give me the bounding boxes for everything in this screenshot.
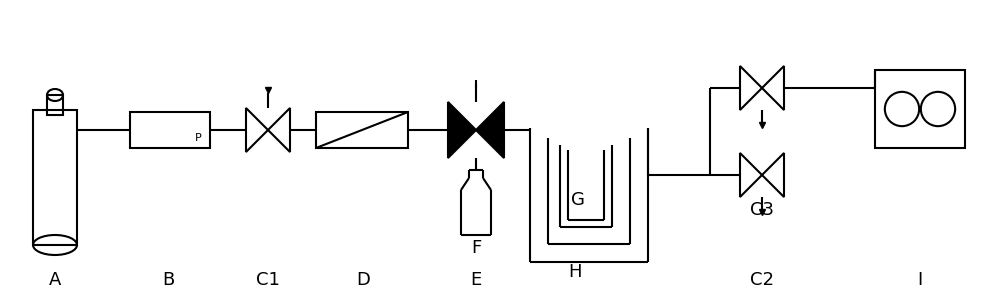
Text: H: H <box>568 263 582 281</box>
Text: I: I <box>917 271 923 289</box>
Bar <box>130 112 210 148</box>
Bar <box>875 70 965 148</box>
Text: C2: C2 <box>750 271 774 289</box>
Text: F: F <box>471 239 481 257</box>
Bar <box>316 112 408 148</box>
Text: C1: C1 <box>256 271 280 289</box>
Text: P: P <box>195 133 201 143</box>
Bar <box>47 95 63 115</box>
Bar <box>33 110 77 245</box>
Text: G: G <box>571 191 585 209</box>
Text: B: B <box>162 271 174 289</box>
Text: E: E <box>470 271 482 289</box>
Polygon shape <box>448 102 476 158</box>
Text: C3: C3 <box>750 201 774 219</box>
Text: A: A <box>49 271 61 289</box>
Text: D: D <box>356 271 370 289</box>
Polygon shape <box>476 102 504 158</box>
